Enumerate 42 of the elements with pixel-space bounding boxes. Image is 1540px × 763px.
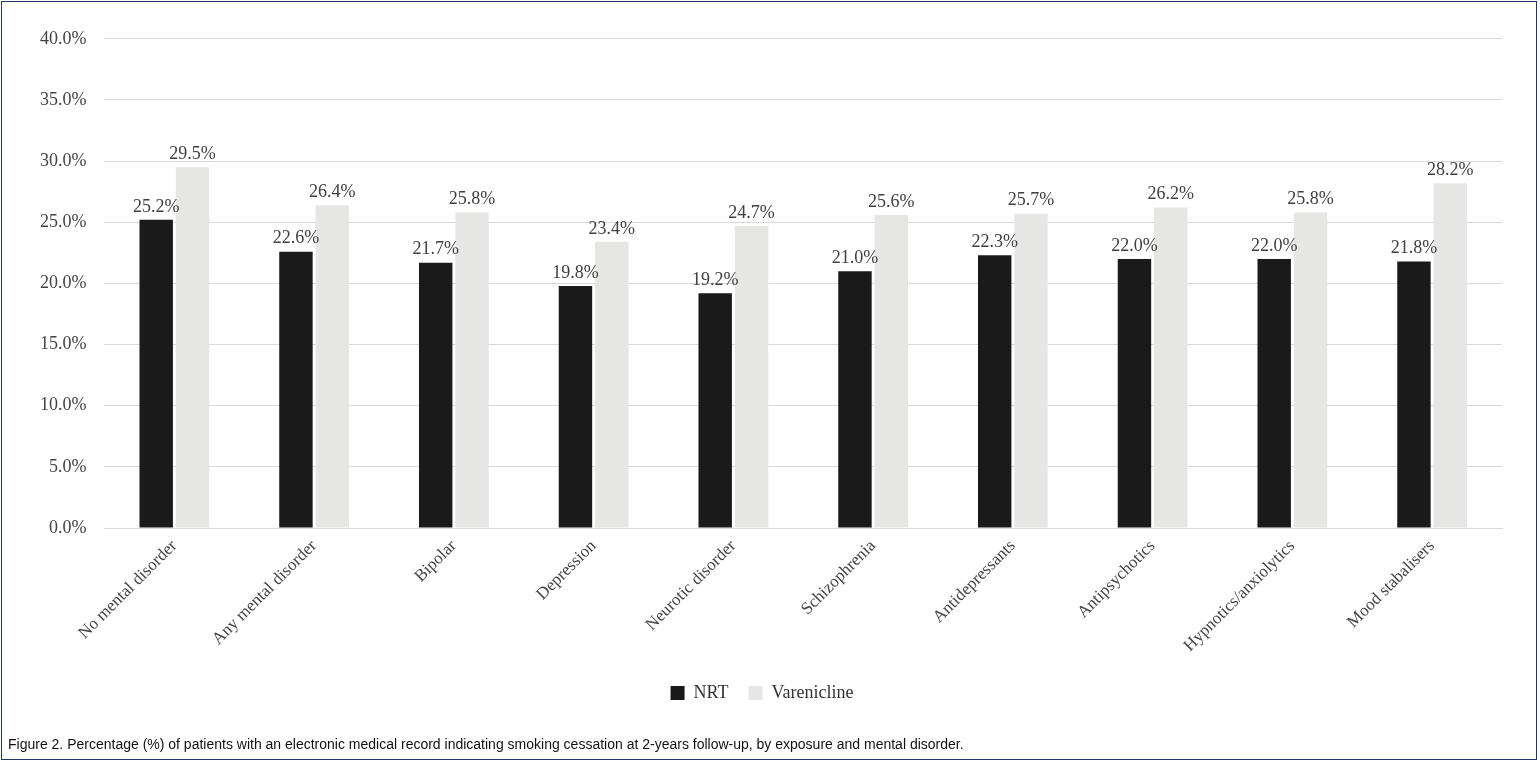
data-label: 25.8% bbox=[1287, 188, 1334, 209]
bar bbox=[1257, 258, 1291, 528]
data-label: 29.5% bbox=[169, 142, 216, 163]
caption: Figure 2. Percentage (%) of patients with an electronic medical record indicating smoking cessation at 2-years follow-up, by exposure and mental disorder. bbox=[8, 736, 964, 752]
data-label: 21.0% bbox=[831, 246, 879, 267]
data-label: 28.2% bbox=[1427, 158, 1474, 179]
bar bbox=[977, 255, 1012, 528]
data-label: 25.6% bbox=[868, 190, 915, 211]
y-tick-label: 30.0% bbox=[39, 149, 87, 170]
bar bbox=[698, 293, 732, 528]
data-label: 25.8% bbox=[448, 188, 496, 209]
data-label: 23.4% bbox=[588, 217, 636, 238]
data-label: 25.7% bbox=[1007, 189, 1055, 210]
data-label: 21.7% bbox=[412, 238, 459, 259]
y-tick-label: 10.0% bbox=[39, 394, 87, 415]
y-tick-label: 35.0% bbox=[39, 88, 87, 109]
y-tick-label: 40.0% bbox=[39, 27, 87, 48]
bar bbox=[1397, 261, 1431, 528]
data-label: 19.8% bbox=[552, 261, 599, 282]
data-label: 26.2% bbox=[1147, 183, 1195, 204]
bar bbox=[1117, 258, 1152, 528]
data-label: 26.4% bbox=[309, 180, 356, 201]
data-label: 25.2% bbox=[132, 195, 180, 216]
y-tick-label: 5.0% bbox=[48, 455, 87, 476]
y-tick-label: 25.0% bbox=[39, 211, 87, 232]
legend-label: Varenicline bbox=[771, 681, 854, 702]
data-label: 22.6% bbox=[272, 227, 320, 248]
data-label: 22.0% bbox=[1111, 234, 1158, 255]
bar bbox=[838, 271, 872, 528]
bar bbox=[279, 251, 313, 528]
y-tick-label: 15.0% bbox=[39, 333, 87, 354]
y-tick-label: 0.0% bbox=[48, 516, 87, 537]
bar bbox=[139, 219, 173, 528]
data-label: 22.0% bbox=[1250, 234, 1298, 255]
data-label: 19.2% bbox=[691, 268, 739, 289]
bar bbox=[558, 285, 593, 528]
legend-label: NRT bbox=[693, 681, 729, 702]
bar bbox=[418, 262, 453, 528]
data-label: 22.3% bbox=[971, 231, 1018, 252]
data-label: 21.8% bbox=[1390, 237, 1438, 258]
y-tick-label: 20.0% bbox=[39, 272, 87, 293]
data-label: 24.7% bbox=[728, 201, 775, 222]
